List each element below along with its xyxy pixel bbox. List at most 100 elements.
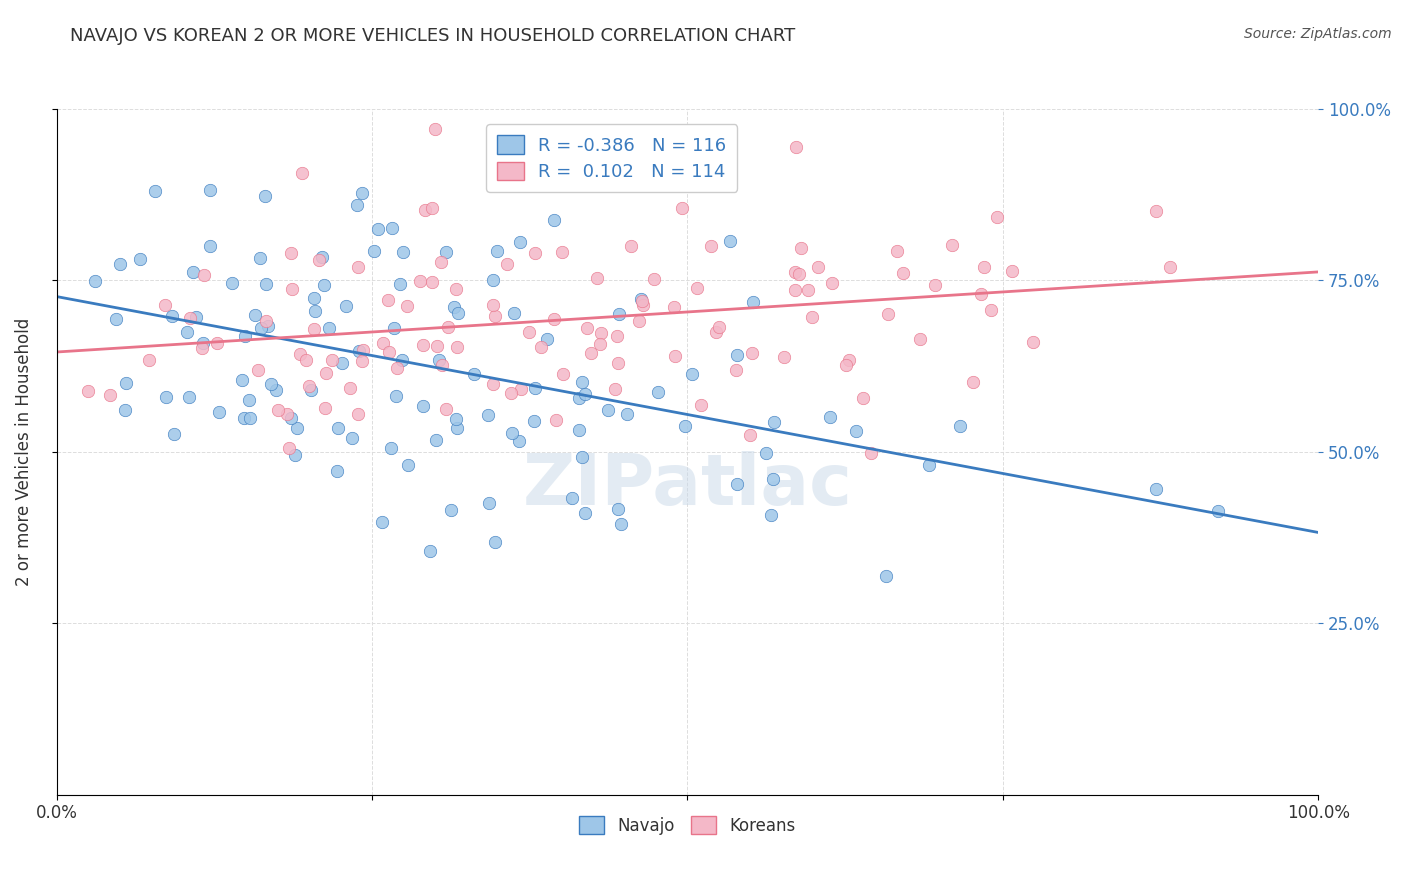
Koreans bbox=[350, 353, 373, 368]
Navajo bbox=[221, 276, 243, 290]
Navajo bbox=[647, 385, 669, 400]
Navajo bbox=[380, 441, 402, 455]
Navajo bbox=[312, 278, 335, 293]
Navajo bbox=[484, 535, 506, 549]
Koreans bbox=[620, 239, 643, 253]
Navajo bbox=[143, 184, 166, 198]
Navajo bbox=[105, 312, 128, 326]
Koreans bbox=[671, 201, 693, 215]
Koreans bbox=[581, 346, 603, 360]
Koreans bbox=[876, 306, 898, 320]
Koreans bbox=[631, 293, 654, 308]
Navajo bbox=[256, 277, 278, 291]
Navajo bbox=[761, 508, 783, 522]
Navajo bbox=[412, 399, 434, 413]
Koreans bbox=[628, 314, 651, 328]
Navajo bbox=[845, 424, 868, 438]
Navajo bbox=[129, 252, 152, 267]
Koreans bbox=[315, 401, 337, 415]
Koreans bbox=[155, 298, 177, 312]
Navajo bbox=[742, 294, 765, 309]
Koreans bbox=[530, 340, 553, 354]
Navajo bbox=[233, 329, 256, 343]
Koreans bbox=[891, 266, 914, 280]
Navajo bbox=[238, 393, 260, 408]
Koreans bbox=[852, 391, 875, 405]
Navajo bbox=[396, 458, 419, 473]
Navajo bbox=[115, 376, 138, 391]
Koreans bbox=[575, 320, 598, 334]
Navajo bbox=[427, 353, 450, 368]
Navajo bbox=[718, 234, 741, 248]
Koreans bbox=[395, 299, 418, 313]
Legend: Navajo, Koreans: Navajo, Koreans bbox=[572, 810, 803, 841]
Koreans bbox=[699, 239, 721, 253]
Koreans bbox=[641, 166, 664, 180]
Koreans bbox=[859, 446, 882, 460]
Koreans bbox=[254, 314, 277, 328]
Koreans bbox=[543, 312, 565, 326]
Navajo bbox=[571, 376, 593, 390]
Navajo bbox=[434, 244, 457, 259]
Koreans bbox=[434, 402, 457, 417]
Koreans bbox=[339, 381, 361, 395]
Koreans bbox=[298, 378, 321, 392]
Navajo bbox=[177, 390, 200, 404]
Koreans bbox=[785, 140, 807, 154]
Navajo bbox=[176, 326, 198, 340]
Navajo bbox=[918, 458, 941, 473]
Navajo bbox=[392, 244, 415, 259]
Koreans bbox=[482, 377, 505, 392]
Koreans bbox=[631, 298, 654, 312]
Koreans bbox=[606, 329, 628, 343]
Navajo bbox=[568, 391, 591, 405]
Navajo bbox=[325, 464, 347, 478]
Koreans bbox=[499, 386, 522, 401]
Navajo bbox=[486, 244, 509, 258]
Koreans bbox=[247, 363, 270, 377]
Koreans bbox=[908, 332, 931, 346]
Navajo bbox=[84, 274, 107, 288]
Koreans bbox=[409, 274, 432, 288]
Navajo bbox=[177, 87, 200, 102]
Navajo bbox=[253, 188, 276, 202]
Koreans bbox=[941, 237, 963, 252]
Koreans bbox=[413, 203, 436, 218]
Text: NAVAJO VS KOREAN 2 OR MORE VEHICLES IN HOUSEHOLD CORRELATION CHART: NAVAJO VS KOREAN 2 OR MORE VEHICLES IN H… bbox=[70, 27, 796, 45]
Koreans bbox=[430, 358, 453, 372]
Navajo bbox=[352, 186, 374, 201]
Koreans bbox=[586, 271, 609, 285]
Koreans bbox=[352, 343, 374, 357]
Koreans bbox=[738, 428, 761, 442]
Navajo bbox=[231, 373, 253, 387]
Navajo bbox=[381, 220, 404, 235]
Navajo bbox=[725, 476, 748, 491]
Navajo bbox=[763, 415, 786, 429]
Navajo bbox=[160, 309, 183, 323]
Navajo bbox=[725, 348, 748, 362]
Koreans bbox=[704, 325, 727, 339]
Koreans bbox=[191, 341, 214, 355]
Koreans bbox=[446, 340, 468, 354]
Navajo bbox=[250, 321, 273, 335]
Navajo bbox=[568, 423, 591, 437]
Koreans bbox=[517, 325, 540, 339]
Koreans bbox=[385, 360, 408, 375]
Navajo bbox=[318, 321, 340, 335]
Koreans bbox=[347, 407, 370, 421]
Navajo bbox=[347, 343, 370, 358]
Koreans bbox=[835, 358, 858, 372]
Navajo bbox=[509, 235, 531, 249]
Navajo bbox=[440, 503, 463, 517]
Navajo bbox=[391, 352, 413, 367]
Text: Source: ZipAtlas.com: Source: ZipAtlas.com bbox=[1244, 27, 1392, 41]
Koreans bbox=[551, 367, 574, 381]
Koreans bbox=[589, 326, 612, 340]
Navajo bbox=[630, 292, 652, 306]
Navajo bbox=[463, 367, 485, 381]
Navajo bbox=[443, 300, 465, 314]
Navajo bbox=[478, 496, 501, 510]
Koreans bbox=[603, 382, 626, 396]
Navajo bbox=[114, 403, 136, 417]
Koreans bbox=[315, 366, 337, 380]
